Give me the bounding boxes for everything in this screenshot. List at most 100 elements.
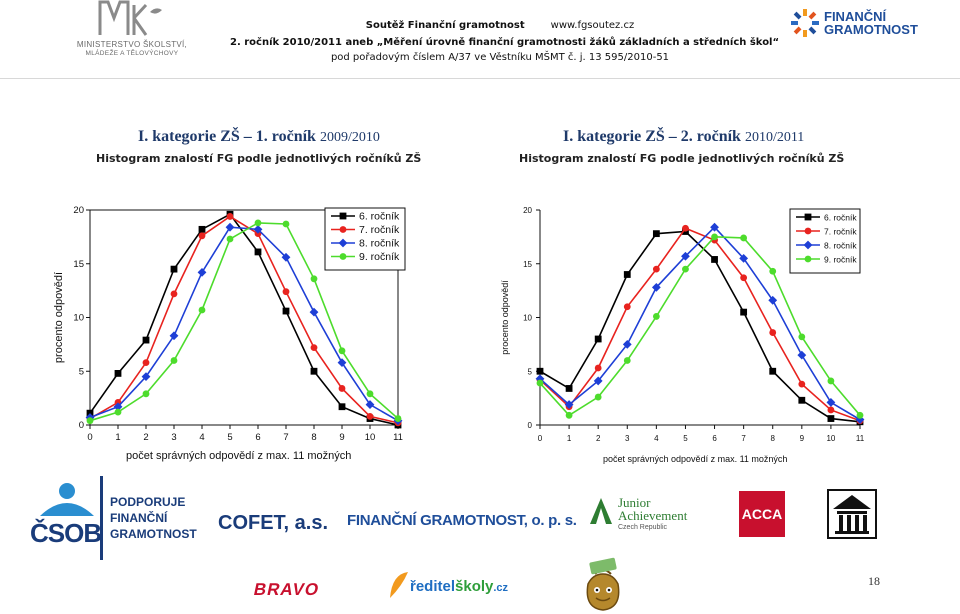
csob-logo-icon [30,482,104,518]
data-point [255,249,262,256]
chart-legend: 6. ročník7. ročník8. ročník9. ročník [790,209,860,273]
data-point [653,230,660,237]
fg-logo-text: FINANČNÍ GRAMOTNOST [824,10,918,36]
data-point [283,308,290,315]
legend-label: 7. ročník [824,227,857,237]
legend-label: 9. ročník [824,255,857,265]
legend-marker [805,214,812,221]
data-point [198,268,207,277]
data-point [227,236,234,243]
competition-title: Soutěž Finanční gramotnost [366,20,525,31]
reditelskoly-text-1: ředitel [410,578,455,595]
data-point [199,226,206,233]
y-tick-label: 15 [73,259,84,270]
csob-divider [100,476,103,560]
x-axis-label: počet správných odpovědí z max. 11 možný… [603,454,787,464]
data-point [769,329,776,336]
data-point [537,368,544,375]
acca-logo: ACCA [739,491,785,537]
data-point [566,412,573,419]
ja-line2: Achievement [618,509,687,522]
legend-marker [340,226,347,233]
y-tick-label: 10 [73,313,84,324]
reditelskoly-text-3: .cz [493,582,508,594]
y-tick-label: 10 [523,314,532,323]
data-point [143,337,150,344]
y-tick-label: 5 [528,367,533,376]
data-point [226,223,235,232]
ja-line3: Czech Republic [618,524,667,531]
x-tick-label: 0 [87,432,92,443]
junior-achievement-icon [590,498,612,524]
moneybag-mascot-icon [580,556,626,612]
left-chart-year: 2009/2010 [320,130,380,145]
data-point [595,394,602,401]
data-point [339,385,346,392]
data-point [740,235,747,242]
header-line1: Soutěž Finanční gramotnost www.fgsoutez.c… [230,20,770,31]
data-point [711,233,718,240]
legend-label: 8. ročník [359,238,400,250]
data-point [283,221,290,228]
data-point [87,417,94,424]
x-tick-label: 4 [199,432,204,443]
chart-legend: 6. ročník7. ročník8. ročník9. ročník [325,208,405,270]
data-point [595,336,602,343]
data-point [682,266,689,273]
x-tick-label: 7 [741,434,746,443]
x-tick-label: 1 [567,434,572,443]
data-point [339,347,346,354]
left-chart-title-text: I. kategorie ZŠ – 1. ročník [138,128,316,145]
data-point [367,413,374,420]
data-point [827,398,836,407]
ministry-name-line1: MINISTERSTVO ŠKOLSTVÍ, [62,40,202,49]
data-point [828,415,835,422]
data-point [682,225,689,232]
x-tick-label: 3 [625,434,630,443]
fg-logo-icon [790,8,820,38]
y-tick-label: 0 [79,420,84,431]
x-tick-label: 8 [311,432,316,443]
data-point [143,359,150,366]
x-tick-label: 10 [365,432,376,443]
y-tick-label: 20 [73,205,84,216]
csob-slogan: PODPORUJE FINANČNÍ GRAMOTNOST [110,494,197,542]
data-point [283,288,290,295]
x-tick-label: 5 [227,432,232,443]
page-header: MINISTERSTVO ŠKOLSTVÍ, MLÁDEŽE A TĚLOVÝC… [0,0,960,79]
y-tick-label: 20 [523,206,532,215]
data-point [828,378,835,385]
data-point [367,390,374,397]
x-tick-label: 10 [826,434,835,443]
school-building-logo-icon [827,489,877,539]
x-tick-label: 9 [339,432,344,443]
data-point [310,308,319,317]
data-point [199,307,206,314]
legend-label: 9. ročník [359,251,400,263]
data-point [311,275,318,282]
x-tick-label: 6 [712,434,717,443]
x-tick-label: 9 [800,434,805,443]
competition-website-link[interactable]: www.fgsoutez.cz [551,20,635,31]
x-tick-label: 2 [143,432,148,443]
right-chart-subtitle: Histogram znalostí FG podle jednotlivých… [519,152,844,165]
reditelskoly-text-2: školy [455,578,493,595]
csob-slogan-1: PODPORUJE [110,494,197,510]
reditelskoly-icon [388,570,410,600]
legend-label: 7. ročník [359,224,400,236]
legend-marker [340,253,347,260]
y-tick-label: 0 [528,421,533,430]
x-tick-label: 7 [283,432,288,443]
data-point [171,290,178,297]
data-point [653,313,660,320]
x-tick-label: 11 [856,434,865,443]
reditelskoly-logo: ředitelškoly.cz [388,570,520,604]
legend-label: 6. ročník [824,213,857,223]
data-point [798,333,805,340]
data-point [199,232,206,239]
data-point [366,400,375,409]
x-tick-label: 11 [393,432,403,443]
legend-marker [805,256,812,263]
reditelskoly-text: ředitelškoly.cz [410,578,508,595]
data-point [857,412,864,419]
